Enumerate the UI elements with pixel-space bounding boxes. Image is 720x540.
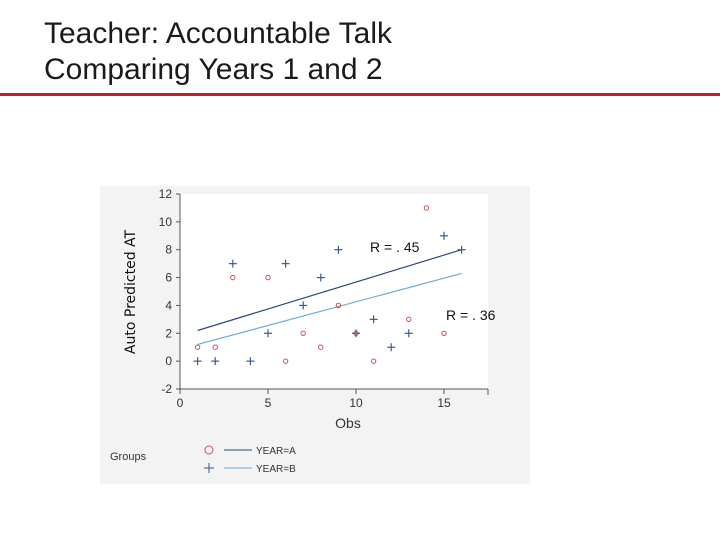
point-plus [352,329,360,338]
point-plus [211,357,220,366]
y-tick-label: 8 [165,243,172,257]
title-divider [0,93,720,96]
annotation-r-year1: R = . 45 [370,239,420,255]
point-circle [318,344,324,350]
point-plus [334,245,343,254]
legend-marker-circle [204,445,214,455]
fit-line-1 [197,249,462,332]
legend-title: Groups [110,451,147,463]
data-points [193,205,466,366]
point-plus [440,231,448,240]
fit-line-2 [197,272,462,346]
y-tick-label: 12 [159,187,173,201]
y-tick-label: 4 [165,298,172,312]
legend: YEAR=A YEAR=B [204,445,296,475]
plot-area [180,194,488,389]
point-circle [300,330,306,336]
point-circle [423,205,430,211]
x-tick-label: 5 [265,396,272,410]
point-circle [212,344,218,350]
point-plus [246,357,255,366]
point-plus [193,357,202,366]
point-plus [457,245,466,254]
point-plus [299,301,308,310]
legend-label: YEAR=A [256,446,296,457]
slide-title-line-1: Teacher: Accountable Talk [44,17,393,50]
point-plus [228,259,237,268]
point-plus [369,315,378,324]
y-tick-label: 6 [165,271,172,285]
point-plus [316,273,325,282]
point-plus [264,329,272,338]
y-tick-label: -2 [161,382,172,396]
y-tick-label: 0 [165,354,172,368]
point-circle [265,274,271,281]
point-circle [230,274,236,281]
x-axis-label: Obs [335,415,361,431]
point-circle [282,358,289,364]
chart-axes: -2 0 2 4 6 8 10 12 0 5 10 15 [159,187,489,410]
legend-label: YEAR=B [256,464,296,475]
y-tick-label: 10 [159,215,173,229]
point-circle [370,358,377,364]
y-tick-label: 2 [165,326,172,340]
point-circle [194,344,201,350]
x-tick-label: 10 [349,396,363,410]
point-circle [406,316,412,323]
slide-title: Teacher: Accountable Talk Comparing Year… [44,16,392,88]
x-tick-label: 0 [177,396,184,410]
point-circle [441,330,447,336]
point-plus [404,329,413,338]
x-tick-label: 15 [437,396,451,410]
slide-title-line-2: Comparing Years 1 and 2 [44,53,383,86]
annotation-r-year2: R = . 36 [446,307,496,323]
point-circle [335,302,342,309]
y-axis-label: Auto Predicted AT [123,229,139,354]
point-plus [387,343,396,352]
fit-lines [197,249,462,346]
point-plus [281,259,290,268]
